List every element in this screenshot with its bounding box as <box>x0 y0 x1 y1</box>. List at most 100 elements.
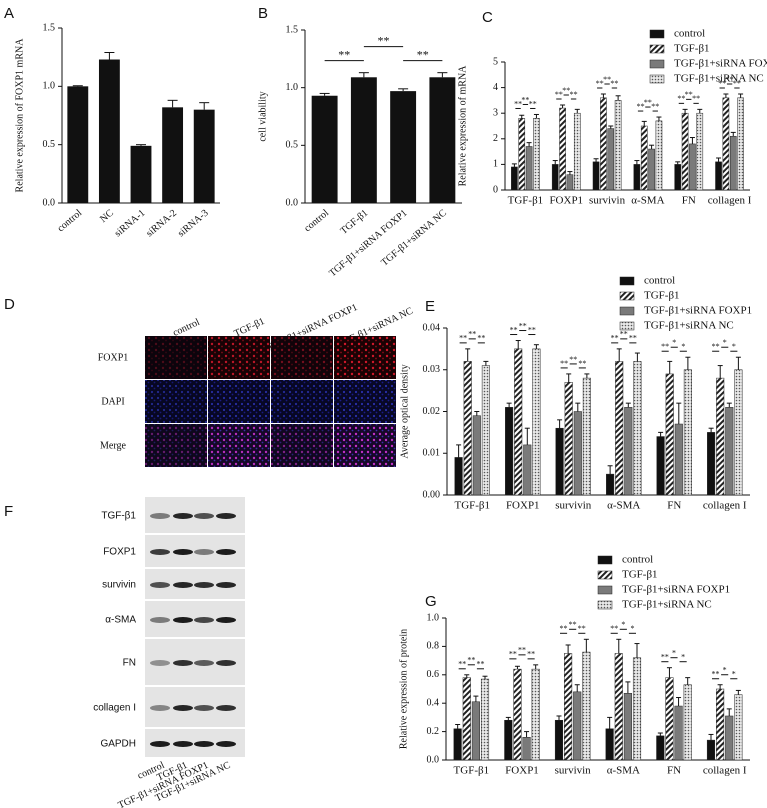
bar <box>665 373 674 496</box>
error-bar <box>625 402 631 408</box>
bar <box>564 653 573 761</box>
bar <box>481 365 490 496</box>
x-tick-label: α-SMA <box>607 500 640 512</box>
micrograph-signal <box>208 424 270 467</box>
bar <box>193 109 215 203</box>
blot-label: collagen I <box>93 703 136 714</box>
error-bar <box>506 402 512 408</box>
bar <box>429 77 456 203</box>
blot-band <box>150 705 170 711</box>
significance-label: ** <box>459 334 467 343</box>
blot-label: FN <box>123 658 136 669</box>
bar <box>559 107 566 191</box>
legend-label: TGF-β1 <box>644 290 680 302</box>
bar <box>472 415 481 496</box>
bar <box>737 97 744 191</box>
blot-band <box>194 549 214 555</box>
bar <box>648 148 655 191</box>
bar <box>551 164 559 191</box>
legend-label: TGF-β1+siRNA FOXP1 <box>644 305 752 317</box>
bar <box>533 118 540 191</box>
significance-label: ** <box>610 79 618 88</box>
panel-label: F <box>4 503 13 520</box>
legend-label: TGF-β1+siRNA FOXP1 <box>674 58 767 70</box>
error-bar <box>398 88 409 92</box>
error-bar <box>708 427 714 433</box>
error-bar <box>634 352 640 362</box>
bar <box>582 651 591 761</box>
significance-label: ** <box>569 620 577 629</box>
significance-label: ** <box>610 624 618 633</box>
bar <box>734 694 743 761</box>
error-bar <box>708 733 714 741</box>
bar <box>582 377 591 496</box>
legend-swatch <box>619 306 635 316</box>
error-bar <box>625 681 631 694</box>
significance-label: ** <box>468 330 476 339</box>
significance-label: ** <box>611 334 619 343</box>
error-bar <box>726 402 732 408</box>
blot-band <box>173 617 193 623</box>
x-tick-label: FN <box>667 765 681 777</box>
error-bar <box>600 93 606 98</box>
blot-band <box>194 705 214 711</box>
significance-label: * <box>732 670 736 679</box>
legend-label: control <box>622 554 653 566</box>
legend-swatch <box>649 29 665 39</box>
panel-label: A <box>4 5 14 22</box>
blot-label: FOXP1 <box>103 547 136 558</box>
bar <box>614 100 622 191</box>
error-bar <box>735 689 741 695</box>
error-bar <box>634 643 640 658</box>
significance-label: * <box>681 653 685 662</box>
bar <box>607 128 615 191</box>
error-bar <box>607 716 613 729</box>
blot-band <box>150 582 170 588</box>
bar <box>162 107 184 203</box>
bar <box>674 423 683 496</box>
y-tick-label: 0.8 <box>427 641 440 652</box>
bar <box>390 91 417 203</box>
bar <box>674 705 683 761</box>
x-tick-label: collagen I <box>703 500 747 512</box>
bar <box>67 86 89 203</box>
error-bar <box>526 142 532 147</box>
error-bar <box>437 72 448 78</box>
x-tick-label: control <box>55 207 84 234</box>
x-tick-label: FN <box>667 500 681 512</box>
x-tick-label: FOXP1 <box>506 500 540 512</box>
y-tick-label: 0.0 <box>43 197 56 208</box>
x-tick-label: TGF-β1 <box>508 195 544 207</box>
x-tick-label: FOXP1 <box>505 765 539 777</box>
significance-label: ** <box>528 325 536 334</box>
bar <box>513 668 522 761</box>
bar <box>689 143 696 191</box>
significance-label: ** <box>555 90 563 99</box>
legend-swatch <box>597 570 613 580</box>
bar <box>311 95 338 203</box>
micrograph-signal <box>334 380 396 423</box>
y-tick-label: 4 <box>493 82 498 93</box>
y-tick-label: 5 <box>493 56 498 67</box>
micrograph-signal <box>208 380 270 423</box>
blot-band <box>194 617 214 623</box>
panel-label: B <box>258 5 268 22</box>
significance-label: ** <box>603 75 611 84</box>
significance-label: ** <box>578 359 586 368</box>
y-tick-label: 3 <box>493 107 498 118</box>
blot-band <box>173 513 193 519</box>
legend-swatch <box>649 44 665 54</box>
row-label: Merge <box>100 440 126 451</box>
blot-label: α-SMA <box>105 615 136 626</box>
significance-label: * <box>723 338 727 347</box>
significance-label: ** <box>519 321 527 330</box>
significance-label: ** <box>718 79 726 88</box>
blot-band <box>173 549 193 555</box>
blot-band <box>150 741 170 747</box>
blot-band <box>194 582 214 588</box>
bar <box>605 728 614 761</box>
error-bar <box>616 348 622 362</box>
bar <box>505 407 514 496</box>
